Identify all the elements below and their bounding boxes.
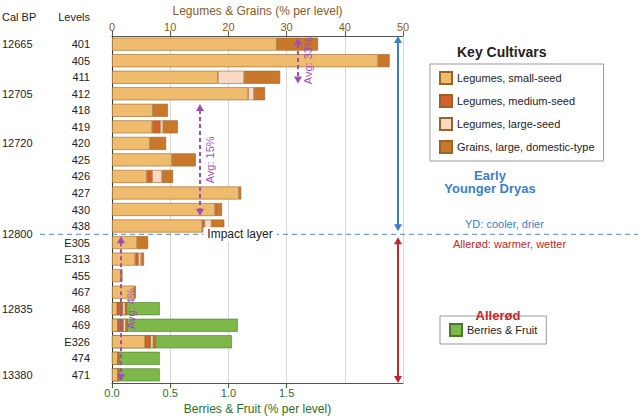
svg-text:Avg: 33%: Avg: 33% — [302, 37, 314, 84]
svg-text:455: 455 — [72, 270, 90, 282]
svg-text:Legumes, medium-seed: Legumes, medium-seed — [457, 95, 575, 107]
svg-text:12705: 12705 — [2, 88, 33, 100]
svg-text:50: 50 — [397, 21, 409, 33]
svg-text:471: 471 — [72, 369, 90, 381]
svg-text:430: 430 — [72, 204, 90, 216]
svg-text:40: 40 — [339, 21, 351, 33]
svg-text:Berries & Fruit: Berries & Fruit — [467, 324, 537, 336]
svg-text:20: 20 — [222, 21, 234, 33]
svg-text:Levels: Levels — [58, 11, 90, 23]
svg-text:438: 438 — [72, 220, 90, 232]
svg-text:12665: 12665 — [2, 38, 33, 50]
svg-text:Grains, large, domestic-type: Grains, large, domestic-type — [457, 141, 595, 153]
svg-text:420: 420 — [72, 137, 90, 149]
svg-text:Early: Early — [474, 168, 506, 184]
svg-text:419: 419 — [72, 121, 90, 133]
svg-text:Cal BP: Cal BP — [2, 11, 36, 23]
svg-text:E305: E305 — [64, 237, 90, 249]
svg-text:Key Cultivars: Key Cultivars — [457, 44, 547, 60]
svg-text:474: 474 — [72, 352, 90, 364]
svg-text:418: 418 — [72, 104, 90, 116]
svg-text:12800: 12800 — [2, 228, 33, 240]
svg-text:426: 426 — [72, 170, 90, 182]
svg-text:Avg: 15%: Avg: 15% — [204, 136, 216, 183]
svg-text:425: 425 — [72, 154, 90, 166]
svg-text:Impact layer: Impact layer — [207, 227, 272, 241]
svg-text:401: 401 — [72, 38, 90, 50]
svg-text:13380: 13380 — [2, 369, 33, 381]
svg-text:412: 412 — [72, 88, 90, 100]
svg-text:12720: 12720 — [2, 137, 33, 149]
svg-text:1.0: 1.0 — [221, 387, 236, 399]
svg-text:0.5: 0.5 — [163, 387, 178, 399]
svg-text:Allerød: warmer, wetter: Allerød: warmer, wetter — [453, 238, 566, 250]
svg-text:0.0: 0.0 — [104, 387, 119, 399]
svg-text:Berries & Fruit (% per level): Berries & Fruit (% per level) — [184, 402, 331, 416]
svg-text:12835: 12835 — [2, 303, 33, 315]
svg-text:Avg: 4%: Avg: 4% — [125, 288, 137, 329]
svg-text:0: 0 — [109, 21, 115, 33]
svg-text:E313: E313 — [64, 253, 90, 265]
svg-text:Legumes, large-seed: Legumes, large-seed — [457, 118, 560, 130]
svg-text:YD: cooler, drier: YD: cooler, drier — [465, 218, 544, 230]
svg-text:E326: E326 — [64, 336, 90, 348]
svg-text:467: 467 — [72, 286, 90, 298]
svg-text:411: 411 — [72, 71, 90, 83]
svg-text:30: 30 — [280, 21, 292, 33]
svg-text:Younger Dryas: Younger Dryas — [444, 181, 536, 196]
svg-text:Allerød: Allerød — [476, 308, 521, 323]
svg-text:Legumes, small-seed: Legumes, small-seed — [457, 72, 562, 84]
svg-text:10: 10 — [164, 21, 176, 33]
svg-text:1.5: 1.5 — [279, 387, 294, 399]
svg-text:468: 468 — [72, 303, 90, 315]
svg-text:Legumes & Grains (% per level): Legumes & Grains (% per level) — [172, 4, 342, 18]
svg-text:405: 405 — [72, 55, 90, 67]
svg-text:469: 469 — [72, 319, 90, 331]
svg-text:427: 427 — [72, 187, 90, 199]
